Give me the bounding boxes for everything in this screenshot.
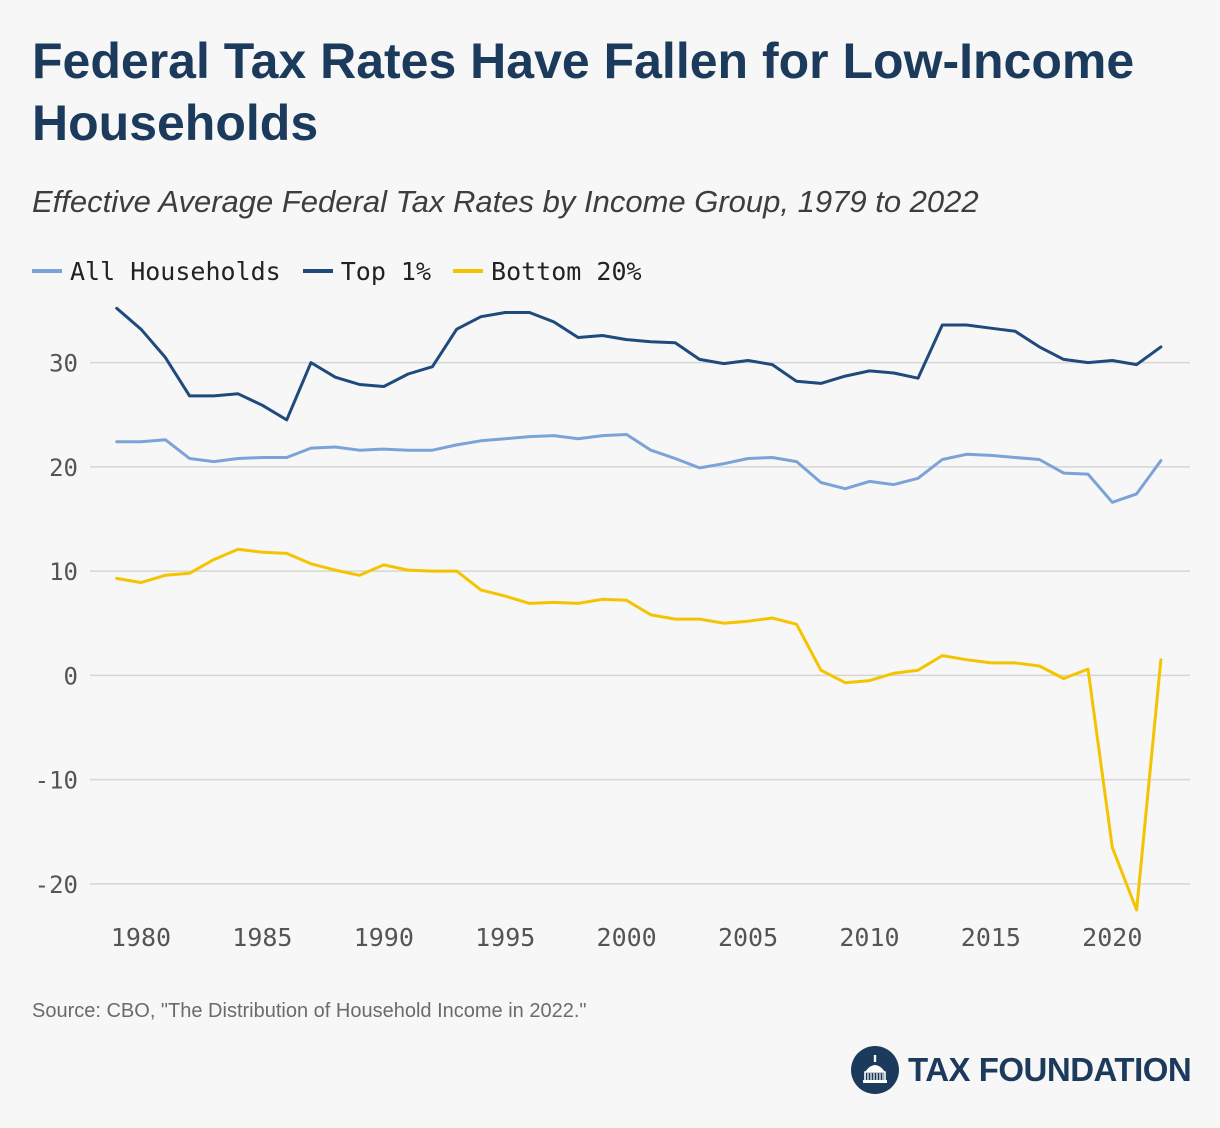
legend-swatch-top-1 <box>302 269 333 273</box>
source-note: Source: CBO, "The Distribution of Househ… <box>32 1000 587 1022</box>
x-tick-label: 2020 <box>1082 923 1142 950</box>
legend-item-all-households: All Households <box>32 257 281 286</box>
series-line-all-households <box>115 433 1163 504</box>
x-tick-label: 2005 <box>718 923 778 950</box>
legend-label-all-households: All Households <box>70 256 281 286</box>
legend-item-top-1: Top 1% <box>302 256 432 286</box>
chart-legend: All Households Top 1% Bottom 20% <box>32 254 642 288</box>
legend-swatch-all-households <box>32 269 62 273</box>
tax-foundation-logo: TAX FOUNDATION <box>850 1045 1192 1095</box>
x-tick-label: 2000 <box>597 923 657 950</box>
y-tick-label: -20 <box>35 871 78 899</box>
legend-item-bottom-20: Bottom 20% <box>453 257 642 286</box>
x-tick-label: 1980 <box>111 923 171 950</box>
x-tick-label: 2010 <box>839 923 899 950</box>
x-tick-label: 1990 <box>354 923 414 950</box>
series-line-bottom-20 <box>115 547 1163 912</box>
logo-text: TAX FOUNDATION <box>908 1051 1192 1088</box>
capitol-dome-icon <box>851 1046 899 1094</box>
y-tick-label: 20 <box>49 454 78 482</box>
series-line-top-1 <box>115 306 1163 422</box>
x-tick-label: 1995 <box>475 923 535 950</box>
y-tick-label: 30 <box>49 350 78 378</box>
x-tick-label: 2015 <box>961 923 1021 950</box>
chart-subtitle: Effective Average Federal Tax Rates by I… <box>32 184 979 219</box>
y-tick-label: -10 <box>35 767 78 795</box>
y-tick-label: 0 <box>64 662 78 690</box>
chart-title: Federal Tax Rates Have Fallen for Low-In… <box>32 33 1135 151</box>
legend-swatch-bottom-20 <box>453 269 484 273</box>
y-tick-label: 10 <box>49 558 78 586</box>
x-tick-label: 1985 <box>232 923 292 950</box>
legend-label-bottom-20: Bottom 20% <box>491 256 642 286</box>
legend-label-top-1: Top 1% <box>340 256 432 286</box>
